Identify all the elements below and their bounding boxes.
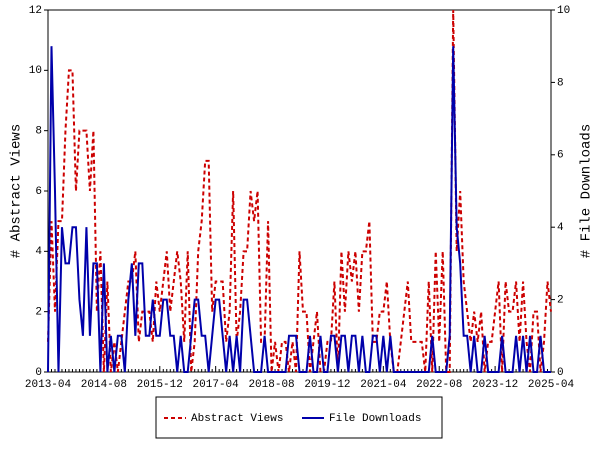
y-tick-label: 12 <box>29 5 42 17</box>
y-tick-label: 8 <box>35 126 42 138</box>
line-series <box>47 46 551 373</box>
x-tick-label: 2018-08 <box>248 379 294 391</box>
y2-tick-label: 4 <box>557 222 564 234</box>
y2-tick-label: 0 <box>557 367 564 379</box>
y2-tick-label: 10 <box>557 5 570 17</box>
x-tick-label: 2017-04 <box>193 379 240 391</box>
x-tick-label: 2015-12 <box>137 379 183 391</box>
x-tick-label: 2021-04 <box>360 379 407 391</box>
line-series <box>47 9 552 373</box>
legend-box <box>155 396 443 439</box>
y-tick-label: 0 <box>35 367 42 379</box>
y-tick-label: 6 <box>35 186 42 198</box>
x-tick-label: 2022-08 <box>416 379 462 391</box>
x-tick-label: 2013-04 <box>25 379 72 391</box>
y-tick-label: 4 <box>35 246 42 258</box>
y-tick-label: 10 <box>29 65 42 77</box>
x-tick-label: 2023-12 <box>472 379 518 391</box>
legend-label: Abstract Views <box>191 413 283 425</box>
x-tick-label: 2014-08 <box>81 379 127 391</box>
legend-label: File Downloads <box>329 413 421 425</box>
y2-tick-label: 8 <box>557 77 564 89</box>
x-tick-label: 2025-04 <box>528 379 575 391</box>
y-axis-label: # Abstract Views <box>9 124 25 258</box>
x-tick-label: 2019-12 <box>304 379 350 391</box>
y2-axis-label: # File Downloads <box>579 124 595 258</box>
y2-tick-label: 6 <box>557 150 564 162</box>
y-tick-label: 2 <box>35 307 42 319</box>
y2-tick-label: 2 <box>557 295 564 307</box>
